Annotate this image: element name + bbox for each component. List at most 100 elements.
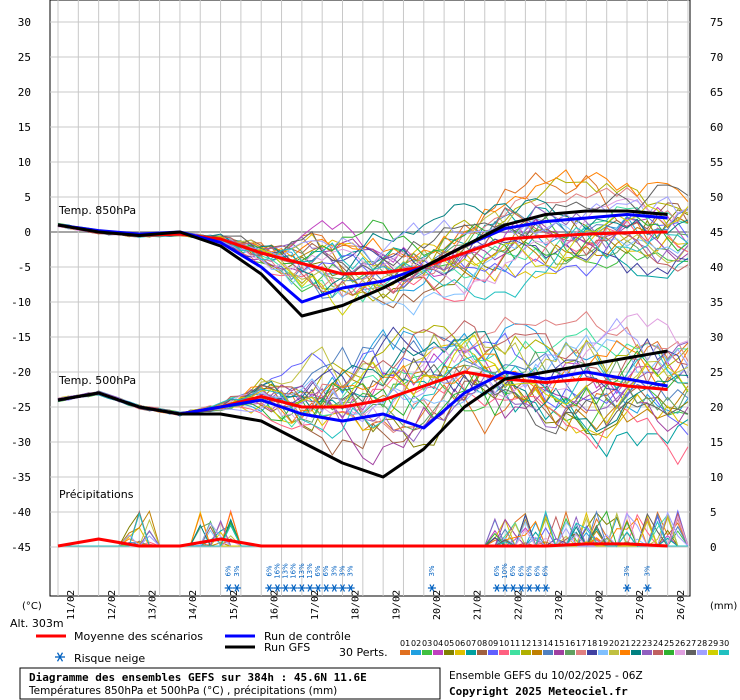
y-left-tick: 5 [24, 191, 31, 204]
x-tick: 12/02 [107, 590, 118, 620]
svg-text:3%: 3% [623, 565, 631, 576]
pert-number: 13 [532, 639, 542, 648]
pert-number: 16 [565, 639, 575, 648]
x-tick: 20/02 [432, 590, 443, 620]
y-left-tick: -35 [11, 471, 31, 484]
pert-swatch [631, 650, 641, 655]
snow-risk-marker: 6% [224, 565, 233, 592]
y-right-tick: 25 [710, 366, 723, 379]
pert-swatch [620, 650, 630, 655]
pert-number: 25 [664, 639, 674, 648]
snow-risk-marker: 13% [305, 563, 314, 592]
svg-text:6%: 6% [322, 565, 330, 576]
snow-risk-marker: 3% [643, 565, 652, 592]
y-left-tick: 10 [18, 156, 31, 169]
y-left-tick: 30 [18, 16, 31, 29]
main-series [57, 209, 668, 548]
svg-text:6%: 6% [265, 565, 273, 576]
pert-number: 30 [719, 639, 729, 648]
pert-number: 03 [422, 639, 432, 648]
snow-risk-marker: 6% [322, 565, 331, 592]
snow-risk-marker: 16% [273, 563, 282, 592]
pert-swatch [488, 650, 498, 655]
pert-swatch [466, 650, 476, 655]
series-line-t500 [57, 349, 668, 479]
svg-text:3%: 3% [347, 565, 355, 576]
x-tick: 22/02 [513, 590, 524, 620]
footer-box [19, 667, 441, 700]
x-tick: 26/02 [676, 590, 687, 620]
pert-swatch [477, 650, 487, 655]
y-left-tick: -30 [11, 436, 31, 449]
pert-swatch [642, 650, 652, 655]
pert-number: 23 [642, 639, 652, 648]
snow-risk-marker: 6% [541, 565, 550, 592]
y-right-tick: 30 [710, 331, 723, 344]
snow-risk-marker: 13% [297, 563, 306, 592]
pert-swatch [543, 650, 553, 655]
y-right-tick: 60 [710, 121, 723, 134]
x-tick: 21/02 [473, 590, 484, 620]
x-tick: 24/02 [595, 590, 606, 620]
y-left-tick: -20 [11, 366, 31, 379]
snow-risk-marker: 10% [501, 563, 510, 592]
pert-swatch [609, 650, 619, 655]
y-left-tick: -40 [11, 506, 31, 519]
y-left-tick: -15 [11, 331, 31, 344]
series-line-t850 [57, 209, 668, 318]
legend-control: Run de contrôle [264, 630, 351, 643]
footer-title: Diagramme des ensembles GEFS sur 384h : … [29, 671, 367, 684]
pert-legend: 01 02 03 04 05 06 07 08 09 10 11 12 13 14 15 16 17 18 19 20… [400, 639, 729, 655]
pert-number: 29 [708, 639, 718, 648]
y-right-tick: 20 [710, 401, 723, 414]
pert-number: 27 [686, 639, 696, 648]
svg-text:13%: 13% [282, 563, 290, 579]
svg-text:3%: 3% [330, 565, 338, 576]
pert-swatch [411, 650, 421, 655]
pert-swatch [455, 650, 465, 655]
x-tick: 25/02 [635, 590, 646, 620]
y-right-tick: 70 [710, 51, 723, 64]
svg-text:10%: 10% [501, 563, 509, 579]
pert-number: 05 [444, 639, 454, 648]
x-tick: 13/02 [147, 590, 158, 620]
pert-number: 01 [400, 639, 410, 648]
snow-risk-marker: 3% [427, 565, 436, 592]
svg-text:6%: 6% [314, 565, 322, 576]
y-right-unit: (mm) [710, 601, 737, 612]
snow-risk-marker: 3% [338, 565, 347, 592]
y-right-tick: 75 [710, 16, 723, 29]
x-tick: 19/02 [391, 590, 402, 620]
snow-risk-marker: 6% [265, 565, 274, 592]
y-right-tick: 35 [710, 296, 723, 309]
snow-risk-marker: 3% [330, 565, 339, 592]
svg-text:6%: 6% [542, 565, 550, 576]
y-right-tick: 15 [710, 436, 723, 449]
pert-swatch [675, 650, 685, 655]
pert-number: 15 [554, 639, 564, 648]
y-right-tick: 50 [710, 191, 723, 204]
pert-swatch [653, 650, 663, 655]
y-left-tick: -25 [11, 401, 31, 414]
snow-risk-marker: 6% [492, 565, 501, 592]
snow-risk-row: 6% 3% 6% 16% 13% 16% 13% 13% 6% 6% 3% 3% 3% 3% 6% 10% 6%… [224, 563, 652, 592]
snow-risk-marker: 6% [314, 565, 323, 592]
svg-text:6%: 6% [517, 565, 525, 576]
pert-number: 22 [631, 639, 641, 648]
pert-swatch [444, 650, 454, 655]
svg-text:6%: 6% [225, 565, 233, 576]
y-left-tick: -10 [11, 296, 31, 309]
pert-swatch [422, 650, 432, 655]
snow-risk-marker: 6% [533, 565, 542, 592]
y-left-tick: 15 [18, 121, 31, 134]
pert-swatch [565, 650, 575, 655]
pert-swatch [719, 650, 729, 655]
footer-subtitle: Températures 850hPa et 500hPa (°C) , pré… [28, 685, 337, 697]
y-right-tick: 55 [710, 156, 723, 169]
svg-text:3%: 3% [233, 565, 241, 576]
pert-swatch [554, 650, 564, 655]
snow-risk-marker: 6% [509, 565, 518, 592]
svg-text:13%: 13% [306, 563, 314, 579]
